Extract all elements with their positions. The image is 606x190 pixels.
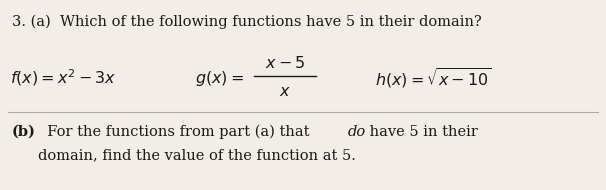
Text: $x - 5$: $x - 5$ (265, 55, 305, 73)
Text: For the functions from part (a) that: For the functions from part (a) that (38, 125, 314, 139)
Text: domain, find the value of the function at 5.: domain, find the value of the function a… (38, 148, 356, 162)
Text: (b): (b) (12, 125, 36, 139)
Text: do: do (348, 125, 366, 139)
Text: $h(x) = \sqrt{x - 10}$: $h(x) = \sqrt{x - 10}$ (375, 66, 491, 90)
Text: have 5 in their: have 5 in their (365, 125, 478, 139)
Text: $g(x) =$: $g(x) =$ (195, 69, 244, 88)
Text: $f(x) = x^2 - 3x$: $f(x) = x^2 - 3x$ (10, 68, 116, 88)
Text: $x$: $x$ (279, 82, 291, 100)
Text: 3. (a)  Which of the following functions have 5 in their domain?: 3. (a) Which of the following functions … (12, 15, 482, 29)
